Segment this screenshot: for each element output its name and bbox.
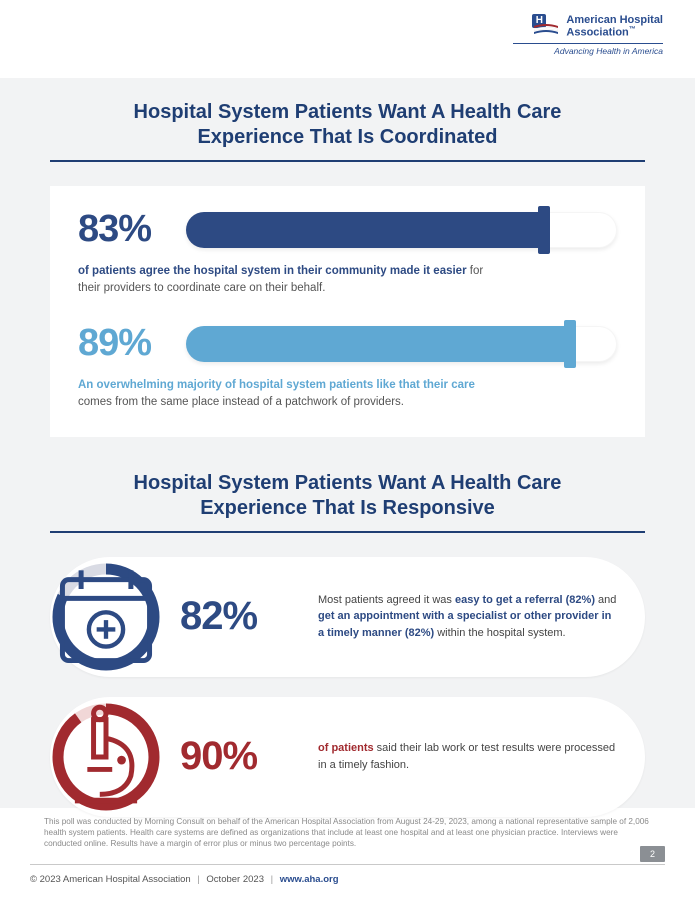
bar-stat: 83% of patients agree the hospital syste… bbox=[78, 208, 617, 296]
bar-stat: 89% An overwhelming majority of hospital… bbox=[78, 322, 617, 410]
bar-track bbox=[186, 212, 617, 248]
main-content: Hospital System Patients Want A Health C… bbox=[0, 78, 695, 808]
logo-tagline: Advancing Health in America bbox=[513, 46, 663, 56]
logo-name-line1: American Hospital bbox=[566, 14, 663, 26]
section1-title: Hospital System Patients Want A Health C… bbox=[50, 100, 645, 150]
footer-url[interactable]: www.aha.org bbox=[280, 874, 339, 885]
donut-chart bbox=[50, 561, 162, 673]
caption-segment: of patients bbox=[318, 742, 374, 754]
microscope-icon bbox=[50, 701, 162, 813]
page-number-badge: 2 bbox=[640, 846, 665, 862]
caption-segment: and bbox=[595, 594, 616, 606]
logo-swoosh-icon bbox=[534, 22, 558, 36]
bar-caption-lead: An overwhelming majority of hospital sys… bbox=[78, 379, 475, 391]
logo-divider bbox=[513, 43, 663, 44]
bar-pct-label: 89% bbox=[78, 322, 172, 365]
brand-logo: H American Hospital Association™ Advanci… bbox=[513, 14, 663, 56]
footer-sep: | bbox=[271, 874, 273, 885]
bar-pct-label: 83% bbox=[78, 208, 172, 251]
disclaimer-text: This poll was conducted by Morning Consu… bbox=[44, 816, 651, 849]
donut-pct-label: 82% bbox=[180, 594, 300, 639]
bar-cap bbox=[564, 320, 576, 368]
logo-text: American Hospital Association™ bbox=[566, 14, 663, 39]
bar-fill bbox=[186, 326, 570, 362]
bar-caption-lead: of patients agree the hospital system in… bbox=[78, 265, 467, 277]
bar-row: 83% bbox=[78, 208, 617, 251]
bar-caption: An overwhelming majority of hospital sys… bbox=[78, 377, 498, 410]
section2-title: Hospital System Patients Want A Health C… bbox=[50, 471, 645, 521]
calendar-plus-icon bbox=[50, 561, 162, 673]
footer-date: October 2023 bbox=[206, 874, 264, 885]
donut-chart bbox=[50, 701, 162, 813]
donut-caption: of patients said their lab work or test … bbox=[318, 740, 619, 773]
donut-stat: 90% of patients said their lab work or t… bbox=[50, 697, 645, 817]
logo-name-line2: Association bbox=[566, 27, 628, 39]
bar-row: 89% bbox=[78, 322, 617, 365]
logo-tm: ™ bbox=[629, 26, 636, 33]
bar-cap bbox=[538, 206, 550, 254]
section1-title-line2: Experience That Is Coordinated bbox=[197, 126, 497, 148]
section2-rule bbox=[50, 531, 645, 533]
bar-caption: of patients agree the hospital system in… bbox=[78, 263, 498, 296]
caption-segment: within the hospital system. bbox=[434, 627, 565, 639]
footer-rule bbox=[30, 864, 665, 865]
footer-copyright: © 2023 American Hospital Association bbox=[30, 874, 191, 885]
section2-title-line1: Hospital System Patients Want A Health C… bbox=[134, 472, 562, 494]
footer-sep: | bbox=[197, 874, 199, 885]
caption-segment: easy to get a referral (82%) bbox=[455, 594, 595, 606]
donut-stats-panel: 82% Most patients agreed it was easy to … bbox=[50, 557, 645, 817]
section2-title-line2: Experience That Is Responsive bbox=[200, 497, 495, 519]
bar-fill bbox=[186, 212, 544, 248]
bar-track bbox=[186, 326, 617, 362]
donut-pct-label: 90% bbox=[180, 734, 300, 779]
footer-line: © 2023 American Hospital Association | O… bbox=[30, 874, 339, 885]
section1-rule bbox=[50, 160, 645, 162]
donut-caption: Most patients agreed it was easy to get … bbox=[318, 592, 619, 642]
logo-mark: H bbox=[532, 14, 560, 38]
logo-lockup: H American Hospital Association™ bbox=[513, 14, 663, 39]
section1-title-line1: Hospital System Patients Want A Health C… bbox=[134, 101, 562, 123]
donut-stat: 82% Most patients agreed it was easy to … bbox=[50, 557, 645, 677]
bar-stats-panel: 83% of patients agree the hospital syste… bbox=[50, 186, 645, 437]
bar-caption-tail: comes from the same place instead of a p… bbox=[78, 396, 404, 408]
caption-segment: Most patients agreed it was bbox=[318, 594, 455, 606]
